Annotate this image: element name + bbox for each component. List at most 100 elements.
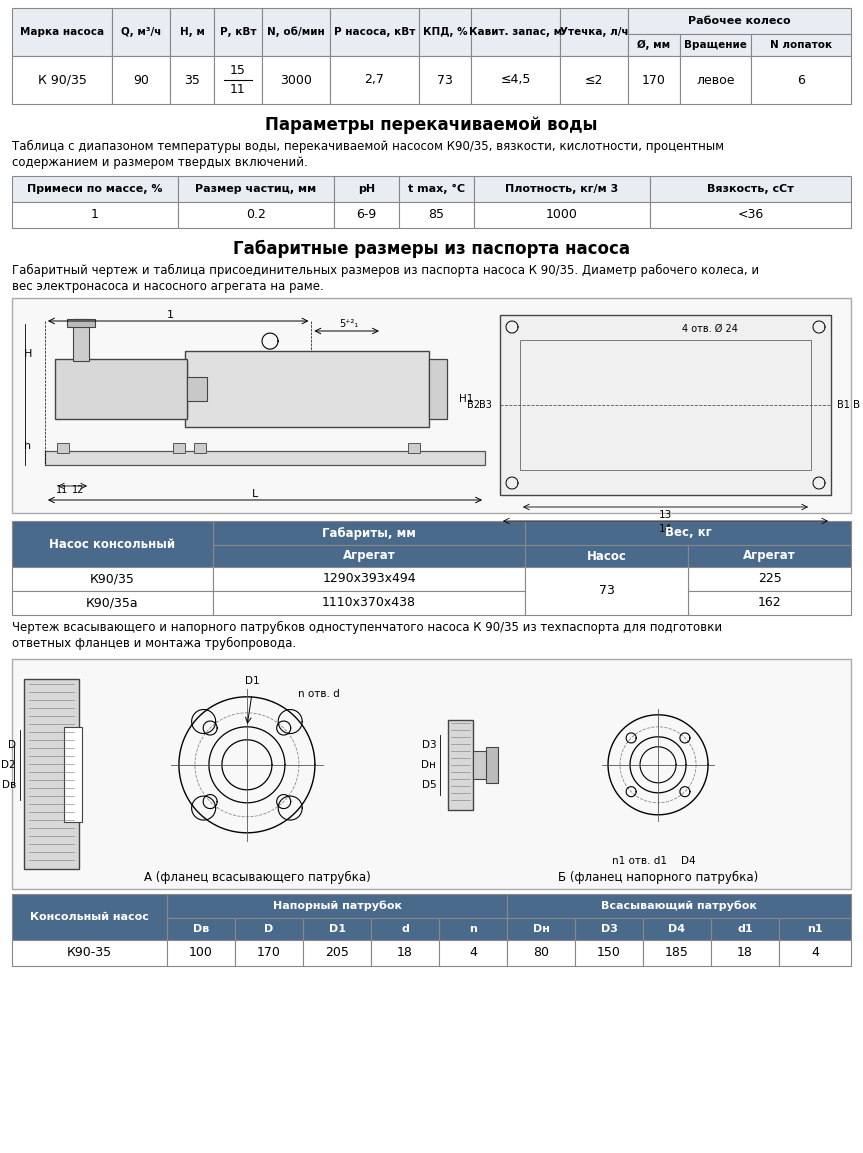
Text: 12: 12 — [72, 485, 85, 495]
Bar — [650, 202, 851, 228]
Bar — [213, 567, 525, 591]
Bar — [507, 940, 575, 966]
Bar — [560, 8, 628, 56]
Text: D2: D2 — [2, 760, 16, 770]
Text: Кавит. запас, м: Кавит. запас, м — [469, 27, 562, 37]
Bar — [112, 56, 170, 104]
Text: pH: pH — [358, 184, 375, 194]
Bar — [628, 8, 851, 33]
Bar — [186, 377, 206, 401]
Text: 80: 80 — [533, 947, 549, 959]
Text: D1: D1 — [329, 924, 345, 934]
Text: Агрегат: Агрегат — [743, 550, 796, 563]
Text: Утечка, л/ч: Утечка, л/ч — [560, 27, 628, 37]
Text: 11: 11 — [56, 485, 68, 495]
Text: ответных фланцев и монтажа трубопровода.: ответных фланцев и монтажа трубопровода. — [12, 636, 296, 650]
Text: h: h — [24, 440, 32, 451]
Bar — [167, 918, 235, 940]
Text: D: D — [264, 924, 274, 934]
Text: n1: n1 — [807, 924, 822, 934]
Text: <36: <36 — [737, 209, 764, 221]
Bar — [711, 940, 779, 966]
Text: B3: B3 — [479, 400, 492, 410]
Text: 2,7: 2,7 — [364, 74, 384, 86]
Text: 73: 73 — [599, 585, 614, 597]
Bar — [419, 8, 471, 56]
Bar — [57, 443, 69, 453]
Text: Q, м³/ч: Q, м³/ч — [121, 27, 161, 37]
Bar — [12, 176, 178, 202]
Bar — [439, 918, 507, 940]
Text: N лопаток: N лопаток — [770, 40, 832, 50]
Bar — [213, 521, 525, 545]
Bar — [12, 940, 167, 966]
Bar — [178, 202, 334, 228]
Text: 5⁺²₁: 5⁺²₁ — [339, 319, 359, 329]
Bar — [779, 918, 851, 940]
Bar — [779, 940, 851, 966]
Text: D: D — [8, 740, 16, 749]
Bar — [439, 940, 507, 966]
Text: ≤2: ≤2 — [585, 74, 603, 86]
Text: D4: D4 — [669, 924, 685, 934]
Bar — [575, 940, 643, 966]
Bar — [334, 176, 399, 202]
Text: Вес, кг: Вес, кг — [665, 527, 711, 540]
Bar — [170, 56, 214, 104]
Text: 90: 90 — [133, 74, 149, 86]
Bar — [371, 918, 439, 940]
Text: 14: 14 — [658, 523, 672, 534]
Text: Dв: Dв — [192, 924, 209, 934]
Bar — [12, 894, 167, 940]
Bar — [73, 319, 89, 361]
Text: Габариты, мм: Габариты, мм — [322, 527, 416, 540]
Text: 1290х393х494: 1290х393х494 — [322, 573, 416, 586]
Text: d1: d1 — [737, 924, 753, 934]
Bar — [303, 940, 371, 966]
Bar — [177, 361, 186, 417]
Bar — [560, 56, 628, 104]
Text: B1: B1 — [837, 400, 850, 410]
Text: Вязкость, сСт: Вязкость, сСт — [707, 184, 794, 194]
Bar — [12, 8, 112, 56]
Text: 18: 18 — [737, 947, 753, 959]
Bar — [185, 352, 429, 427]
Text: D5: D5 — [422, 779, 437, 790]
Bar — [500, 315, 831, 495]
Text: B2: B2 — [467, 400, 480, 410]
Text: 225: 225 — [758, 573, 781, 586]
Text: 4: 4 — [469, 947, 477, 959]
Text: К90/35а: К90/35а — [86, 596, 139, 610]
Text: Dн: Dн — [532, 924, 550, 934]
Bar — [643, 918, 711, 940]
Bar — [525, 545, 688, 567]
Text: Dв: Dв — [2, 779, 16, 790]
Text: 170: 170 — [257, 947, 281, 959]
Bar — [471, 56, 560, 104]
Bar — [12, 297, 851, 513]
Text: Вращение: Вращение — [684, 40, 747, 50]
Text: D1: D1 — [244, 676, 259, 686]
Bar — [214, 8, 262, 56]
Text: H1: H1 — [459, 394, 474, 404]
Text: Н, м: Н, м — [180, 27, 205, 37]
Bar — [486, 747, 498, 783]
Bar — [473, 751, 491, 778]
Text: Р насоса, кВт: Р насоса, кВт — [334, 27, 415, 37]
Text: B: B — [853, 400, 860, 410]
Text: Размер частиц, мм: Размер частиц, мм — [195, 184, 317, 194]
Bar — [507, 894, 851, 918]
Bar — [507, 918, 575, 940]
Text: D3: D3 — [422, 740, 437, 749]
Text: Таблица с диапазоном температуры воды, перекачиваемой насосом К90/35, вязкости, : Таблица с диапазоном температуры воды, п… — [12, 140, 724, 153]
Bar — [751, 56, 851, 104]
Text: d: d — [401, 924, 409, 934]
Bar — [688, 545, 851, 567]
Bar — [12, 567, 213, 591]
Text: Насос: Насос — [587, 550, 627, 563]
Text: Насос консольный: Насос консольный — [49, 537, 175, 550]
Bar — [12, 591, 213, 615]
Bar — [525, 521, 851, 545]
Bar — [235, 940, 303, 966]
Text: КПД, %: КПД, % — [423, 27, 467, 37]
